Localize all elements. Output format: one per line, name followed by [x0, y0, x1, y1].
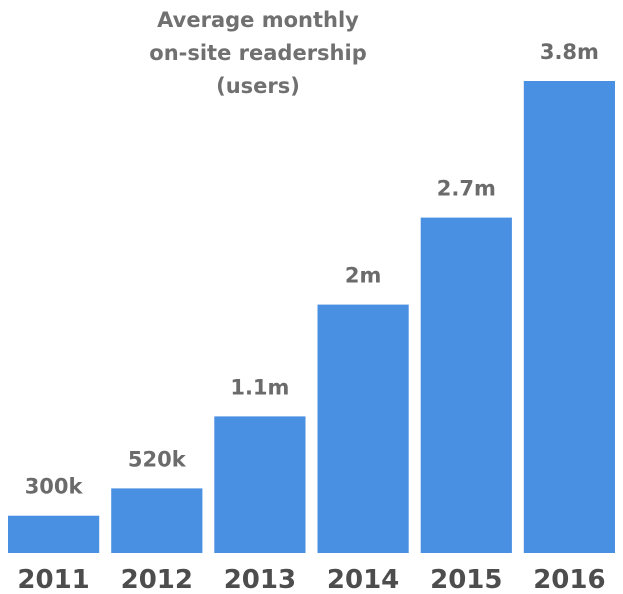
category-label-2015: 2015: [430, 565, 502, 594]
value-label-2012: 520k: [128, 447, 187, 471]
chart-title-line-3: (users): [216, 74, 300, 98]
category-label-2012: 2012: [121, 565, 193, 594]
bars-group: [8, 81, 615, 553]
value-label-2015: 2.7m: [437, 177, 496, 201]
value-label-2016: 3.8m: [540, 40, 599, 64]
category-labels-group: 2011 2012 2013 2014 2015 2016: [17, 565, 605, 594]
chart-title: Average monthly on-site readership (user…: [149, 8, 366, 98]
category-label-2016: 2016: [533, 565, 605, 594]
value-label-2011: 300k: [25, 475, 84, 499]
bar-2014: [317, 304, 409, 553]
chart-title-line-1: Average monthly: [157, 8, 359, 32]
value-label-2013: 1.1m: [230, 375, 289, 399]
chart-title-line-2: on-site readership: [149, 41, 366, 65]
bar-2016: [523, 81, 615, 553]
category-label-2011: 2011: [17, 565, 89, 594]
bar-2015: [420, 217, 512, 553]
bar-2013: [214, 416, 306, 553]
value-label-2014: 2m: [345, 264, 382, 288]
category-label-2013: 2013: [224, 565, 296, 594]
bar-2012: [111, 488, 203, 553]
bar-2011: [8, 515, 100, 553]
value-labels-group: 300k 520k 1.1m 2m 2.7m 3.8m: [25, 40, 599, 499]
category-label-2014: 2014: [327, 565, 399, 594]
